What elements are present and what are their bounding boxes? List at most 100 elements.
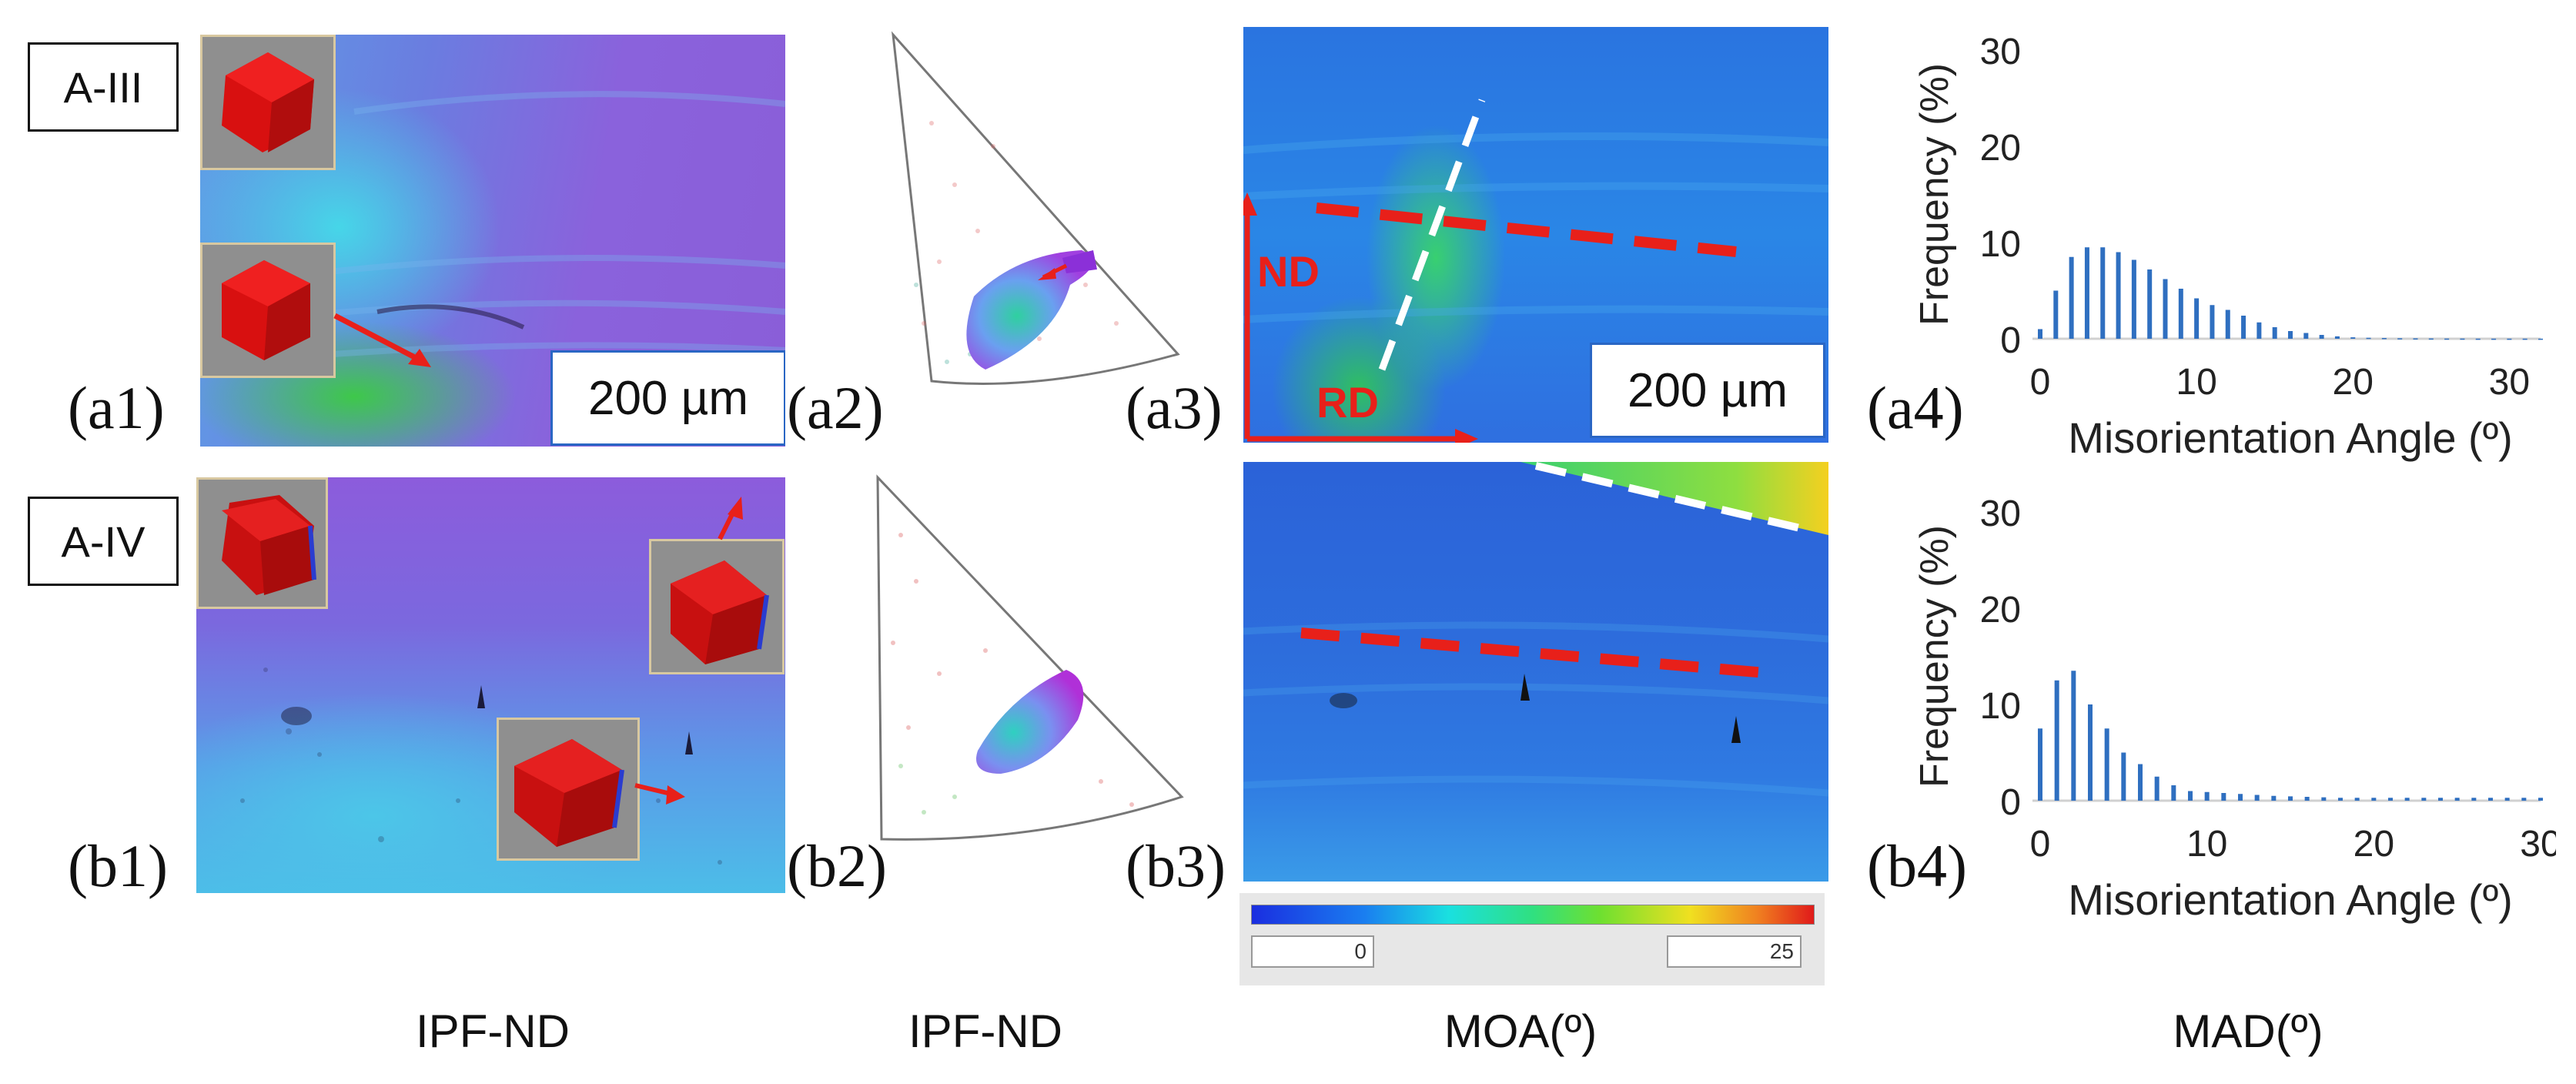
x-tick-label: 30	[2520, 824, 2556, 865]
y-tick-label: 30	[1980, 493, 2021, 534]
panel-label-b3: (b3)	[1126, 832, 1226, 899]
y-tick-label: 0	[2000, 782, 2021, 823]
histogram-bar	[2521, 798, 2527, 801]
histogram-bar	[2438, 798, 2443, 801]
histogram-bar	[2288, 331, 2293, 339]
histogram-bar	[2371, 798, 2377, 801]
sample-label-a4: A-IV	[28, 497, 179, 586]
x-tick-label: 0	[2030, 362, 2051, 403]
cube-icon	[222, 52, 314, 152]
y-tick-label: 0	[2000, 320, 2021, 361]
scale-bar: 200 µm	[1590, 343, 1825, 438]
histogram-bar	[2104, 728, 2109, 801]
histogram-bar	[2319, 335, 2324, 339]
colorbar-panel: 0 25	[1239, 893, 1825, 985]
orientation-cube-inset	[196, 477, 328, 609]
panel-label-a3: (a3)	[1126, 374, 1223, 441]
axis-label-nd: ND	[1257, 247, 1320, 296]
x-tick-label: 30	[2489, 362, 2530, 403]
x-tick-label: 20	[2354, 824, 2394, 865]
histogram-bar	[2471, 798, 2477, 801]
histogram-bar	[2210, 305, 2215, 339]
histogram-bar	[2404, 798, 2410, 801]
histogram-bar	[2454, 798, 2460, 801]
moa-map-a3: ND RD 200 µm	[1243, 27, 1828, 443]
histogram-bar	[2288, 796, 2293, 801]
histogram-bar	[2421, 798, 2427, 801]
histogram-bar	[2334, 336, 2340, 339]
orientation-cube-inset	[200, 35, 336, 170]
histogram-b4: 0 10 20 30 0 10 20 30 Frequency (%) Misorientatio…	[1912, 493, 2556, 924]
histogram-bar	[2444, 338, 2450, 340]
y-tick-label: 30	[1980, 32, 2021, 72]
histogram-bar	[2221, 793, 2226, 801]
histogram-bar	[2388, 798, 2393, 801]
arrow-icon	[333, 313, 431, 367]
histogram-bar	[2507, 338, 2512, 340]
histogram-bar	[2204, 791, 2210, 801]
moa-overlay-a3	[1243, 99, 1828, 443]
histogram-bar	[2225, 309, 2230, 339]
panel-label-b4: (b4)	[1867, 832, 1967, 899]
histogram-bar	[2254, 795, 2260, 801]
histogram-bar	[2397, 338, 2403, 340]
histogram-bar	[2475, 338, 2481, 340]
moa-map-b3	[1243, 462, 1828, 882]
panel-label-a2: (a2)	[787, 374, 884, 441]
x-tick-label: 10	[2186, 824, 2227, 865]
histogram-bar	[2350, 337, 2356, 339]
orientation-cube-inset	[497, 718, 640, 861]
histogram-bar	[2366, 337, 2371, 340]
histogram-bar	[2038, 728, 2042, 801]
histogram-bar	[2163, 279, 2168, 339]
histogram-bar	[2088, 704, 2093, 801]
histogram-bar	[2304, 797, 2310, 801]
histogram-bar	[2257, 322, 2262, 339]
histogram-a4: 0 10 20 30 0 10 20 30 Frequency (%) Misorientatio…	[1912, 32, 2543, 462]
histogram-bar	[2303, 333, 2309, 339]
histogram-bar	[2381, 338, 2387, 340]
histogram-bar	[2171, 785, 2176, 801]
histogram-bar	[2131, 259, 2136, 339]
ipf-triangle-b2	[870, 473, 1193, 851]
histogram-bar	[2238, 794, 2243, 801]
inverse-pole-figure	[891, 31, 1180, 385]
histogram-bar	[2121, 752, 2126, 801]
column-label-mad: MAD(º)	[2173, 1005, 2323, 1057]
ipf-map-b1	[196, 477, 785, 893]
histogram-bar	[2178, 289, 2183, 339]
histogram-bar	[2538, 798, 2543, 801]
histogram-bar	[2147, 269, 2153, 339]
histogram-bar	[2338, 798, 2343, 801]
y-tick-label: 10	[1980, 686, 2021, 727]
x-tick-label: 0	[2030, 824, 2051, 865]
histogram-bar	[2504, 798, 2510, 801]
scale-bar: 200 µm	[550, 350, 785, 446]
panel-label-a1: (a1)	[68, 374, 165, 441]
histogram-bar	[2272, 327, 2277, 339]
x-axis-label: Misorientation Angle (º)	[2068, 875, 2513, 924]
x-tick-label: 10	[2176, 362, 2216, 403]
axis-label-rd: RD	[1316, 378, 1379, 427]
histogram-bar	[2138, 764, 2143, 801]
cube-icon	[671, 560, 769, 664]
panel-label-a4: (a4)	[1867, 374, 1964, 441]
colorbar-max: 25	[1667, 935, 1802, 968]
cube-icon	[222, 495, 316, 595]
histogram-bar	[2116, 252, 2121, 339]
histogram-bar	[2188, 791, 2193, 801]
histogram-bar	[2084, 247, 2089, 339]
arrow-icon	[634, 497, 743, 805]
column-label-ipf-nd-triangle: IPF-ND	[908, 1005, 1062, 1057]
histogram-bar	[2538, 338, 2543, 340]
y-axis-label: Frequency (%)	[1912, 525, 1957, 788]
histogram-bar	[2194, 298, 2200, 339]
histogram-bar	[2491, 338, 2497, 340]
orientation-cube-inset	[649, 539, 785, 674]
histogram-bar	[2488, 798, 2493, 801]
histogram-bar	[2354, 798, 2360, 801]
cube-icon	[514, 739, 624, 847]
histogram-bar	[2428, 338, 2434, 340]
x-axis-label: Misorientation Angle (º)	[2068, 413, 2513, 462]
panel-label-b1: (b1)	[68, 832, 168, 899]
